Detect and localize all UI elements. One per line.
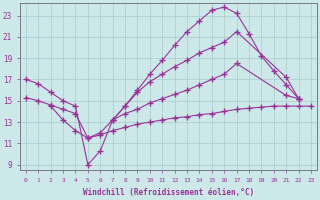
X-axis label: Windchill (Refroidissement éolien,°C): Windchill (Refroidissement éolien,°C) xyxy=(83,188,254,197)
